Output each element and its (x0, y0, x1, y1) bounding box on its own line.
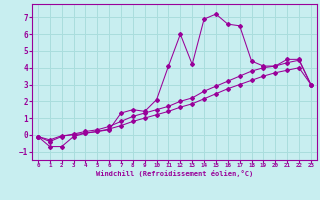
X-axis label: Windchill (Refroidissement éolien,°C): Windchill (Refroidissement éolien,°C) (96, 170, 253, 177)
